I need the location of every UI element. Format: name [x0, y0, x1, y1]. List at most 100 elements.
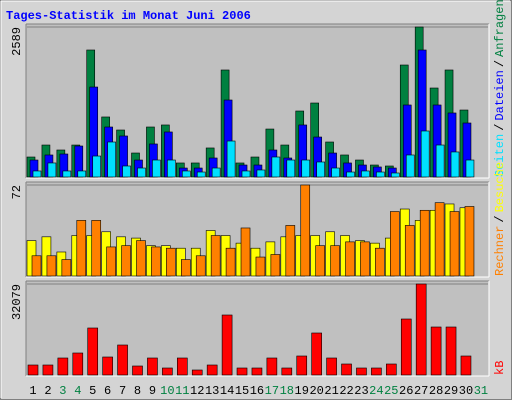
- bar: [345, 241, 355, 277]
- bar: [31, 255, 42, 277]
- bar: [92, 155, 102, 178]
- bar: [326, 357, 337, 376]
- x-tick-label: 17: [265, 384, 279, 398]
- bar: [32, 170, 42, 178]
- bar: [177, 357, 188, 376]
- bar: [196, 171, 206, 178]
- bar: [256, 169, 266, 178]
- x-tick-label: 29: [444, 384, 458, 398]
- legend-entry: Anfragen: [493, 0, 507, 57]
- bar: [132, 365, 143, 376]
- bar: [464, 206, 475, 277]
- bar: [465, 159, 475, 178]
- bar: [375, 247, 385, 277]
- x-tick-label: 4: [74, 384, 81, 398]
- x-tick-label: 9: [149, 384, 156, 398]
- bar: [152, 159, 161, 178]
- bar: [46, 255, 57, 277]
- bar: [296, 355, 308, 376]
- bar: [241, 170, 251, 178]
- bar: [122, 165, 131, 178]
- legend-entry: Rechner: [493, 226, 507, 276]
- bar: [404, 225, 415, 277]
- bar: [311, 332, 322, 376]
- bar: [386, 363, 397, 376]
- bar: [76, 220, 87, 277]
- x-tick-label: 8: [134, 384, 141, 398]
- bar: [162, 367, 173, 376]
- legend-entry: Dateien: [493, 70, 507, 120]
- bar: [419, 209, 430, 277]
- bar: [346, 171, 355, 178]
- bar: [371, 367, 382, 376]
- bar: [251, 367, 263, 376]
- bar: [107, 141, 116, 178]
- x-tick-label: 13: [205, 384, 219, 398]
- bar: [360, 241, 370, 277]
- bar: [430, 326, 442, 376]
- bar: [236, 367, 248, 376]
- bar: [330, 245, 340, 277]
- bar: [255, 256, 266, 277]
- bar: [390, 211, 400, 277]
- x-tick-label: 23: [354, 384, 368, 398]
- x-tick-label: 25: [384, 384, 398, 398]
- x-tick-label: 30: [459, 384, 473, 398]
- x-tick-label: 28: [429, 384, 443, 398]
- bar: [400, 318, 412, 376]
- bar: [266, 357, 278, 376]
- legend-separator: /: [493, 124, 507, 131]
- bar: [195, 255, 206, 277]
- bar: [286, 159, 296, 178]
- bar: [206, 364, 218, 376]
- bar: [405, 154, 415, 178]
- bar: [331, 167, 340, 178]
- bar: [106, 246, 116, 277]
- y-tick-label: 72: [10, 185, 24, 199]
- x-tick-label: 2: [44, 384, 51, 398]
- bar: [191, 369, 203, 376]
- x-tick-label: 15: [235, 384, 249, 398]
- x-tick-label: 20: [309, 384, 323, 398]
- legend: Rechner / Besuche: [493, 162, 507, 276]
- bar: [62, 170, 72, 178]
- bar: [376, 171, 385, 178]
- bar: [27, 364, 39, 376]
- bar: [211, 167, 221, 178]
- x-tick-label: 24: [369, 384, 383, 398]
- x-tick-label: 6: [104, 384, 111, 398]
- x-tick-label: 26: [399, 384, 413, 398]
- y-tick-label: 32079: [10, 284, 24, 320]
- x-tick-label: 21: [324, 384, 338, 398]
- bar: [226, 140, 236, 178]
- bar: [420, 130, 430, 178]
- x-tick-label: 18: [280, 384, 294, 398]
- legend-separator: /: [493, 215, 507, 222]
- bar: [166, 247, 176, 277]
- bar: [271, 156, 281, 178]
- bar: [300, 184, 311, 277]
- x-tick-label: 14: [220, 384, 234, 398]
- x-tick-label: 16: [250, 384, 264, 398]
- bar: [42, 364, 54, 376]
- bar: [47, 162, 57, 178]
- y-tick-label: 2589: [10, 27, 24, 56]
- bar: [102, 356, 113, 376]
- bar: [316, 161, 325, 178]
- x-tick-label: 11: [175, 384, 189, 398]
- x-tick-label: 22: [339, 384, 353, 398]
- bar: [435, 144, 445, 178]
- bar: [91, 220, 102, 277]
- chart-title: Tages-Statistik im Monat Juni 2006: [6, 9, 251, 23]
- bar: [147, 357, 158, 376]
- bar: [415, 283, 427, 376]
- x-tick-label: 5: [89, 384, 96, 398]
- bar: [460, 355, 472, 376]
- bar: [341, 363, 352, 376]
- bar: [225, 247, 236, 277]
- legend: Seiten / Dateien / Anfragen: [493, 0, 507, 177]
- bar: [181, 259, 191, 277]
- x-tick-label: 12: [190, 384, 204, 398]
